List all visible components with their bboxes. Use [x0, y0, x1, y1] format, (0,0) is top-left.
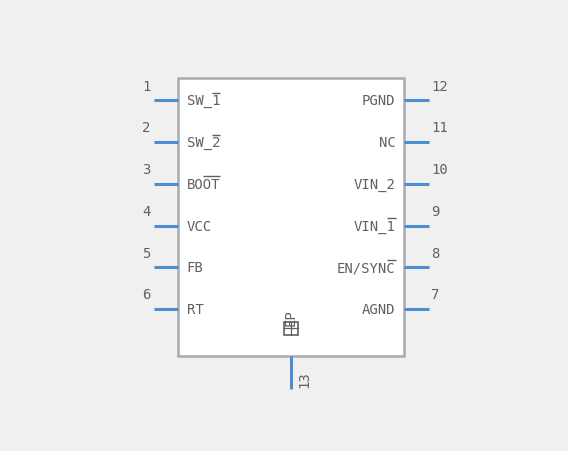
Text: 10: 10	[431, 163, 448, 177]
Bar	[178, 78, 404, 356]
Text: FB: FB	[187, 261, 203, 275]
Text: 11: 11	[431, 121, 448, 135]
Text: 5: 5	[143, 246, 151, 260]
Text: AGND: AGND	[362, 302, 395, 316]
Text: 6: 6	[143, 288, 151, 302]
Text: 1: 1	[143, 79, 151, 93]
Text: VCC: VCC	[187, 219, 212, 233]
Text: RT: RT	[187, 302, 203, 316]
Text: 8: 8	[431, 246, 440, 260]
Text: VIN_1: VIN_1	[354, 219, 395, 233]
Text: 9: 9	[431, 204, 440, 218]
Text: 7: 7	[431, 288, 440, 302]
Text: 13: 13	[298, 371, 311, 387]
Text: SW_2: SW_2	[187, 136, 220, 150]
Text: PGND: PGND	[362, 94, 395, 108]
Text: EP: EP	[284, 308, 298, 325]
Text: EN/SYNC: EN/SYNC	[337, 261, 395, 275]
Text: BOOT: BOOT	[187, 177, 220, 191]
Text: 3: 3	[143, 163, 151, 177]
Text: 12: 12	[431, 79, 448, 93]
Text: 4: 4	[143, 204, 151, 218]
Text: SW_1: SW_1	[187, 94, 220, 108]
Text: VIN_2: VIN_2	[354, 177, 395, 191]
Bar	[285, 322, 298, 335]
Text: 2: 2	[143, 121, 151, 135]
Text: NC: NC	[379, 136, 395, 150]
